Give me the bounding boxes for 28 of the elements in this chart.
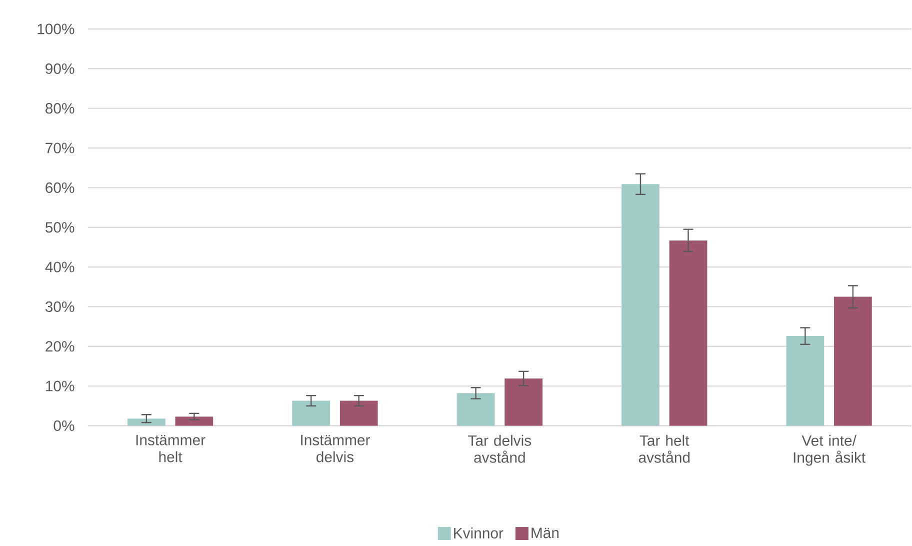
x-tick-label: Instämmer helt (136, 435, 206, 462)
x-tick-label: Tar helt avstånd (638, 435, 690, 463)
bar (292, 400, 330, 426)
y-tick-label: 60% (46, 182, 74, 194)
y-tick-label: 30% (45, 302, 74, 312)
legend-label: Kvinnor (454, 528, 504, 539)
x-tick-label: Tar delvis avstånd (468, 435, 532, 463)
bar (127, 418, 166, 426)
bar (175, 416, 214, 426)
bar (622, 184, 660, 426)
bar (456, 393, 495, 426)
bar (669, 240, 708, 426)
y-tick-label: 90% (46, 64, 74, 74)
legend-label: Män (532, 528, 559, 538)
bar (340, 400, 378, 426)
y-tick-label: 10% (46, 380, 74, 392)
y-tick-label: 20% (46, 341, 74, 352)
x-tick-label: Instämmer delvis (301, 435, 370, 462)
y-tick-label: 40% (45, 262, 74, 272)
bar (834, 296, 872, 426)
y-tick-label: 70% (46, 142, 74, 154)
y-tick-label: 100% (38, 24, 74, 34)
x-tick-label: Vet inte/ Ingen åsikt (794, 435, 866, 466)
y-tick-label: 80% (46, 103, 74, 114)
y-tick-label: 50% (45, 222, 74, 233)
bar (504, 378, 542, 426)
bar (786, 336, 824, 426)
y-tick-label: 0% (54, 420, 74, 432)
